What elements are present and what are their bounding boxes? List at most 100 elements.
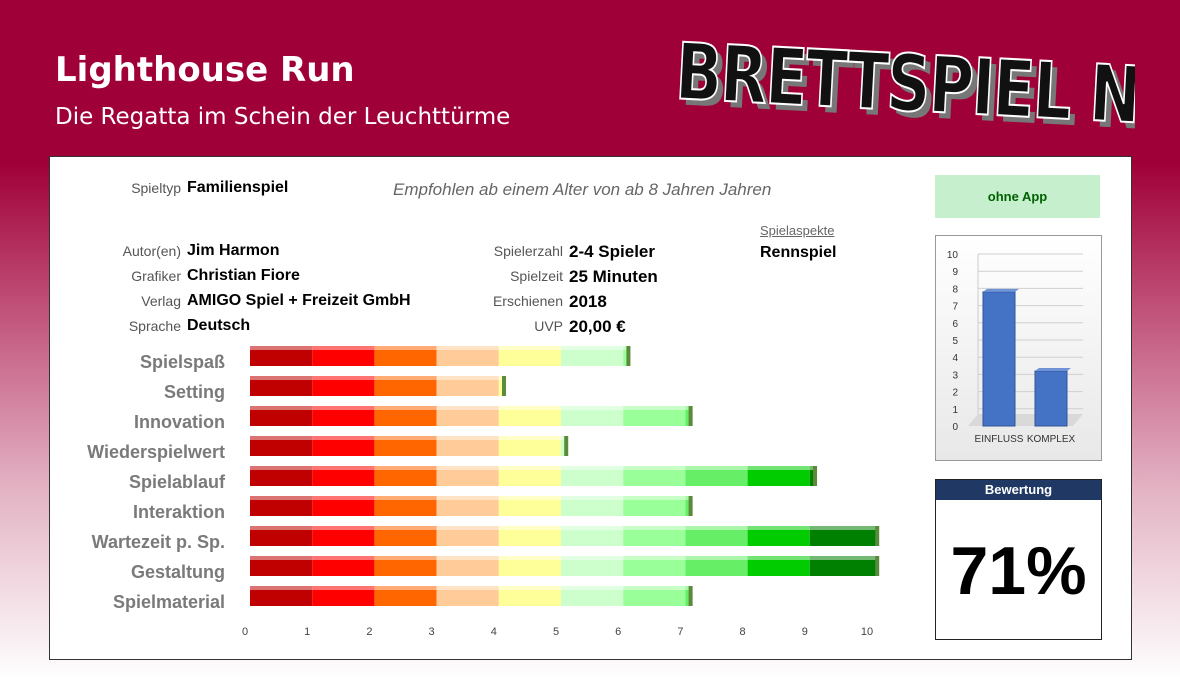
bar-segment [436, 440, 499, 456]
sprache-label: Sprache [128, 318, 181, 334]
grafiker-value: Christian Fiore [187, 267, 300, 284]
category-label: EINFLUSS [975, 434, 1024, 445]
bar-segment [561, 560, 624, 576]
bar-segment [809, 560, 872, 576]
bar [250, 436, 569, 456]
grafiker-label: Grafiker [131, 268, 181, 284]
x-tick-label: 10 [861, 626, 873, 638]
bar-segment [374, 590, 437, 606]
bar-segment-top [747, 466, 810, 470]
bar-segment-top [623, 466, 686, 470]
bar-segment-top [498, 466, 561, 470]
bar-segment-top [436, 496, 499, 500]
bar-segment-top [561, 496, 624, 500]
bar [250, 556, 880, 576]
bar-segment [436, 350, 499, 366]
bar-segment [809, 470, 817, 486]
bar-segment-top [374, 406, 437, 410]
bar-segment [374, 470, 437, 486]
sprache-value: Deutsch [187, 317, 251, 334]
bar-segment-top [685, 406, 692, 410]
bar-segment-top [374, 496, 437, 500]
bar-segment-top [250, 436, 313, 440]
bar-segment [685, 590, 692, 606]
bar-segment [374, 530, 437, 546]
bar-segment [374, 560, 437, 576]
erschienen-label: Erschienen [492, 293, 563, 309]
bar [982, 288, 1019, 427]
bar-segment-top [250, 496, 313, 500]
bar-front [1034, 370, 1068, 427]
bar-segment-top [250, 556, 313, 560]
bar-segment-top [374, 586, 437, 590]
bar-segment-top [312, 496, 375, 500]
y-tick-label: 4 [952, 353, 958, 364]
x-tick-label: 1 [304, 626, 310, 638]
bar-end [502, 376, 507, 396]
bar-segment [250, 380, 313, 396]
bar-front [982, 291, 1016, 427]
spielaspekte-label: Spielaspekte [760, 223, 835, 238]
bar-segment [498, 470, 561, 486]
bar-top [1035, 367, 1071, 371]
bar-segment-top [872, 526, 879, 530]
y-tick-label: 7 [952, 302, 958, 313]
bar-segment-top [561, 556, 624, 560]
bar-end [688, 586, 693, 606]
bar-segment [747, 470, 810, 486]
bar-segment-top [312, 556, 375, 560]
y-tick-label: 1 [952, 405, 958, 416]
uvp-value: 20,00 € [569, 317, 626, 336]
rating-value: 71% [950, 533, 1087, 609]
bar-segment-top [623, 586, 686, 590]
bar-segment [561, 470, 624, 486]
bar-segment-top [623, 406, 686, 410]
bar [250, 346, 631, 366]
spielerzahl-value: 2-4 Spieler [569, 242, 655, 261]
bar-segment-top [498, 376, 506, 380]
bar-segment-top [374, 526, 437, 530]
autor-label: Autor(en) [122, 243, 181, 259]
bar-segment-top [685, 586, 692, 590]
x-tick-label: 0 [242, 626, 248, 638]
bar-segment-top [312, 466, 375, 470]
bar-segment [623, 500, 686, 516]
bar-segment [623, 350, 630, 366]
bar-segment-top [436, 556, 499, 560]
y-tick-label: 5 [952, 336, 958, 347]
spielaspekte-value: Rennspiel [760, 244, 837, 261]
bar-segment-top [809, 466, 817, 470]
category-label: Wiederspielwert [87, 442, 225, 462]
age-recommendation: Empfohlen ab einem Alter von ab 8 Jahren… [393, 180, 772, 199]
bar-segment [561, 440, 568, 456]
bar-segment [250, 350, 313, 366]
spielzeit-value: 25 Minuten [569, 267, 658, 286]
bar-segment [623, 560, 686, 576]
bar-segment-top [872, 556, 879, 560]
bar-segment [561, 590, 624, 606]
bar-segment-top [498, 526, 561, 530]
y-tick-label: 2 [952, 388, 958, 399]
bar-segment [498, 380, 506, 396]
spieltyp-label: Spieltyp [131, 180, 181, 196]
bar-segment [312, 500, 375, 516]
bar-segment [312, 560, 375, 576]
bar-segment-top [312, 376, 375, 380]
bar-segment [498, 410, 561, 426]
bar-segment [250, 590, 313, 606]
bar-segment [623, 410, 686, 426]
bar-segment [374, 410, 437, 426]
bar-segment-top [250, 376, 313, 380]
bar-segment [436, 590, 499, 606]
bar-segment-top [623, 496, 686, 500]
page-title: Lighthouse Run [55, 50, 355, 90]
verlag-label: Verlag [141, 293, 181, 309]
bar-end [875, 526, 880, 546]
category-label: Gestaltung [130, 562, 225, 582]
brettspiel-news-logo: BRETTSPIEL NEWS BRETTSPIEL NEWS [673, 26, 1135, 136]
bar [250, 466, 818, 486]
rating-box: Bewertung 71% [935, 479, 1102, 640]
bar [250, 376, 507, 396]
bar-segment [498, 500, 561, 516]
